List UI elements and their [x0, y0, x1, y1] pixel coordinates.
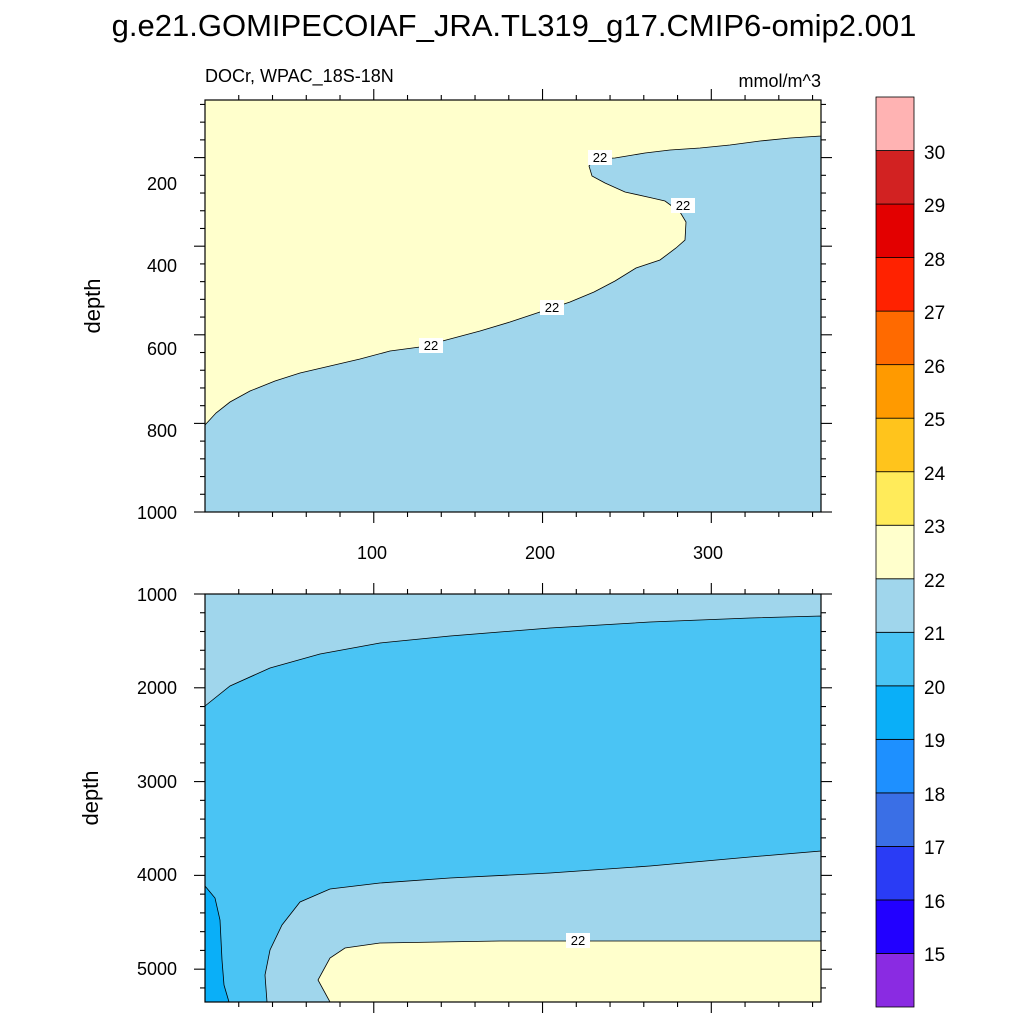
colorbar-label-20: 20 — [924, 678, 945, 699]
colorbar-box-7 — [875, 578, 915, 633]
lower-fill-22-region — [317, 940, 822, 1003]
colorbar-boxes — [875, 96, 915, 1008]
lower-y-tick-label-2000: 2000 — [137, 678, 177, 698]
colorbar-box-15 — [875, 150, 915, 205]
upper-y-tick-label-1000: 1000 — [137, 503, 177, 523]
upper-contour-label-4: 22 — [419, 338, 443, 353]
lower-y-tick-label-4000: 4000 — [137, 865, 177, 885]
lower-y-tick-label-1000: 1000 — [137, 585, 177, 605]
upper-contour-label-3-text: 22 — [545, 300, 559, 315]
colorbar-label-23: 23 — [924, 517, 945, 538]
upper-contour-label-2-text: 22 — [676, 198, 690, 213]
colorbar-label-27: 27 — [924, 303, 945, 324]
upper-contour-label-1: 22 — [588, 150, 612, 165]
colorbar-labels: 15 16 17 18 19 20 21 22 23 24 25 26 27 2… — [924, 143, 946, 966]
colorbar-label-18: 18 — [924, 785, 945, 806]
colorbar-box-9 — [875, 471, 915, 526]
upper-contour-label-4-text: 22 — [424, 338, 438, 353]
colorbar-box-16 — [875, 96, 915, 151]
upper-contour-label-1-text: 22 — [593, 150, 607, 165]
colorbar-label-15: 15 — [924, 945, 945, 966]
upper-plot-frame — [204, 99, 822, 513]
x-tick-label-100: 100 — [357, 543, 387, 563]
lower-contour-label-1-text: 22 — [571, 933, 585, 948]
upper-y-axis-label: depth — [80, 278, 105, 333]
lower-contour-panel: 22 1000 2000 3000 4000 5000 — [137, 583, 832, 1013]
lower-y-tick-label-5000: 5000 — [137, 959, 177, 979]
colorbar-label-29: 29 — [924, 196, 945, 217]
colorbar-box-1 — [875, 899, 915, 954]
colorbar-box-8 — [875, 524, 915, 580]
lower-y-tick-label-3000: 3000 — [137, 772, 177, 792]
variable-subtitle: DOCr, WPAC_18S-18N — [205, 66, 394, 87]
colorbar-box-10 — [875, 417, 915, 473]
upper-axis-ticks — [194, 89, 832, 523]
colorbar: 15 16 17 18 19 20 21 22 23 24 25 26 27 2… — [875, 96, 946, 1008]
upper-y-tick-label-200: 200 — [147, 174, 177, 194]
colorbar-box-11 — [875, 364, 915, 419]
lower-contour-label-1: 22 — [566, 933, 590, 948]
colorbar-box-14 — [875, 203, 915, 258]
colorbar-label-30: 30 — [924, 143, 945, 164]
upper-fill-22-region — [204, 99, 822, 427]
units-label: mmol/m^3 — [739, 71, 821, 91]
colorbar-label-24: 24 — [924, 464, 946, 485]
colorbar-box-4 — [875, 738, 915, 794]
x-tick-label-300: 300 — [693, 543, 723, 563]
lower-axis-ticks — [194, 583, 832, 1013]
colorbar-label-25: 25 — [924, 410, 945, 431]
colorbar-label-22: 22 — [924, 571, 945, 592]
colorbar-label-17: 17 — [924, 838, 945, 859]
colorbar-box-0 — [875, 953, 915, 1008]
colorbar-label-16: 16 — [924, 892, 945, 913]
lower-plot-frame — [204, 593, 822, 1003]
colorbar-label-21: 21 — [924, 624, 945, 645]
x-tick-label-200: 200 — [525, 543, 555, 563]
lower-fill-20-region — [204, 615, 822, 1003]
colorbar-box-13 — [875, 257, 915, 312]
upper-y-tick-label-400: 400 — [147, 256, 177, 276]
upper-y-tick-label-600: 600 — [147, 339, 177, 359]
colorbar-box-2 — [875, 846, 915, 901]
colorbar-label-28: 28 — [924, 250, 945, 271]
colorbar-box-12 — [875, 310, 915, 366]
lower-y-axis-label: depth — [78, 770, 103, 825]
figure-title: g.e21.GOMIPECOIAF_JRA.TL319_g17.CMIP6-om… — [112, 8, 917, 43]
colorbar-box-3 — [875, 792, 915, 847]
colorbar-label-19: 19 — [924, 731, 945, 752]
upper-contour-label-3: 22 — [540, 300, 564, 315]
colorbar-box-5 — [875, 685, 915, 740]
colorbar-label-26: 26 — [924, 357, 945, 378]
upper-y-tick-label-800: 800 — [147, 421, 177, 441]
colorbar-box-6 — [875, 631, 915, 687]
upper-contour-panel: 22 22 22 22 200 400 600 800 1000 100 200… — [137, 89, 832, 563]
upper-contour-label-2: 22 — [671, 198, 695, 213]
